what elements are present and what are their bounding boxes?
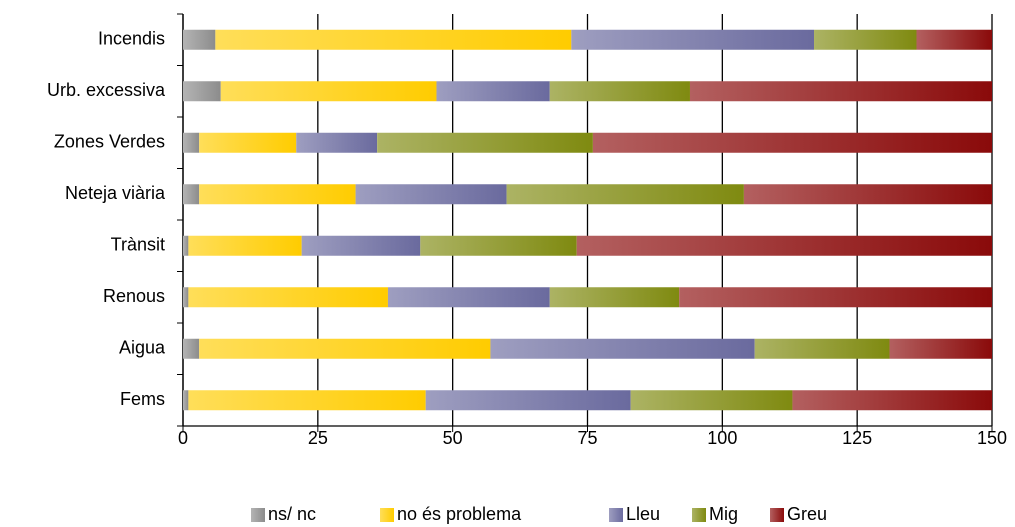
legend-swatch xyxy=(609,508,623,522)
bar-segment xyxy=(215,29,572,50)
y-tick-label: Incendis xyxy=(98,29,165,49)
bar-segment xyxy=(301,235,421,256)
x-tick-label: 25 xyxy=(308,428,328,448)
bar-segment xyxy=(506,184,744,205)
legend-swatch xyxy=(692,508,706,522)
y-tick-label: Fems xyxy=(120,389,165,409)
legend-swatch xyxy=(251,508,265,522)
bar-segment xyxy=(183,81,221,102)
y-tick-label: Aigua xyxy=(119,338,166,358)
bar-segment xyxy=(183,184,200,205)
bar-segment xyxy=(183,29,216,50)
bar-segment xyxy=(220,81,437,102)
bar-segment xyxy=(199,184,356,205)
bar-segment xyxy=(199,338,491,359)
bar-segment xyxy=(889,338,992,359)
bar-segment xyxy=(549,287,680,308)
bar-segment xyxy=(689,81,992,102)
x-tick-label: 0 xyxy=(178,428,188,448)
bar-segment xyxy=(679,287,992,308)
y-tick-label: Urb. excessiva xyxy=(47,80,166,100)
legend-label: Greu xyxy=(787,504,827,524)
bar-segment xyxy=(296,132,378,153)
bar-segment xyxy=(743,184,992,205)
bar-segment xyxy=(199,132,297,153)
legend-label: ns/ nc xyxy=(268,504,316,524)
bar-segment xyxy=(490,338,755,359)
bar-segment xyxy=(916,29,992,50)
bar-segment xyxy=(571,29,815,50)
bar-segment xyxy=(355,184,507,205)
x-tick-label: 100 xyxy=(707,428,737,448)
x-tick-label: 150 xyxy=(977,428,1007,448)
bar-segment xyxy=(387,287,550,308)
bar-segment xyxy=(420,235,577,256)
legend-swatch xyxy=(770,508,784,522)
bar-segment xyxy=(183,390,189,411)
bar-segment xyxy=(183,132,200,153)
bar-segment xyxy=(592,132,992,153)
bar-segment xyxy=(814,29,917,50)
y-tick-label: Trànsit xyxy=(111,235,165,255)
bar-segment xyxy=(183,287,189,308)
y-tick-label: Zones Verdes xyxy=(54,132,165,152)
legend-label: Lleu xyxy=(626,504,660,524)
bar-segment xyxy=(425,390,631,411)
bar-segment xyxy=(377,132,593,153)
bar-segment xyxy=(183,235,189,256)
bar-segment xyxy=(188,287,388,308)
bar-segment xyxy=(792,390,992,411)
x-tick-label: 75 xyxy=(577,428,597,448)
legend-swatch xyxy=(380,508,394,522)
bar-segment xyxy=(436,81,550,102)
bar-segment xyxy=(188,390,426,411)
y-tick-label: Neteja viària xyxy=(65,183,166,203)
bar-segment xyxy=(576,235,992,256)
x-tick-label: 50 xyxy=(443,428,463,448)
bar-segment xyxy=(630,390,793,411)
legend-label: Mig xyxy=(709,504,738,524)
bar-segment xyxy=(754,338,890,359)
x-tick-label: 125 xyxy=(842,428,872,448)
legend-label: no és problema xyxy=(397,504,522,524)
y-tick-label: Renous xyxy=(103,286,165,306)
bar-segment xyxy=(188,235,302,256)
bar-segment xyxy=(549,81,690,102)
bar-segment xyxy=(183,338,200,359)
